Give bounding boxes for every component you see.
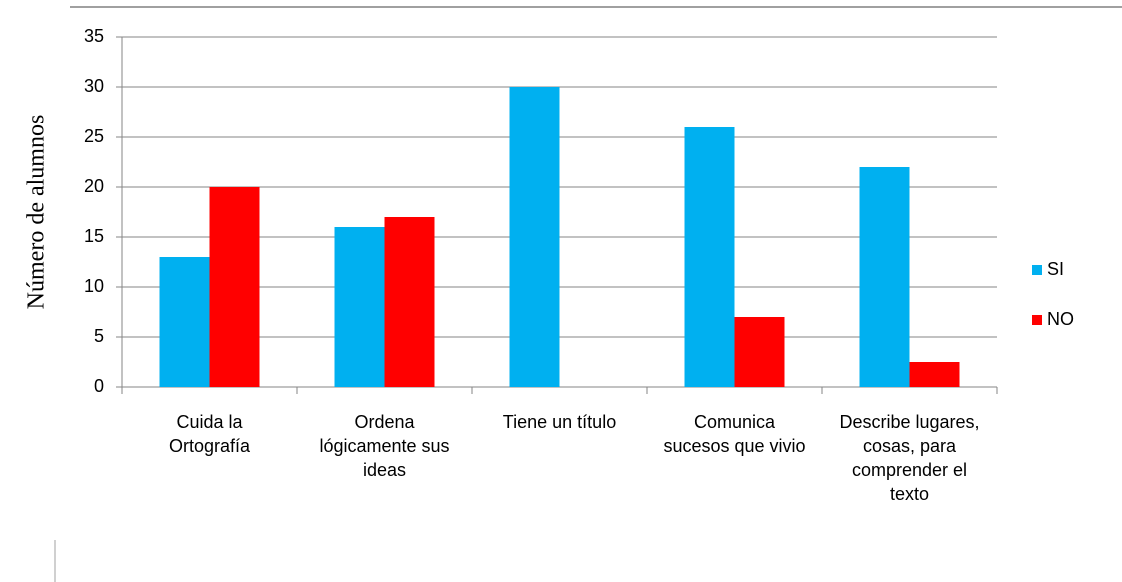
bar bbox=[334, 227, 385, 387]
bar bbox=[384, 217, 435, 387]
x-tick-label: Cuida la Ortografía bbox=[168, 412, 251, 456]
x-tick-label: Describe lugares, cosas, para comprender… bbox=[839, 412, 980, 504]
y-tick-label: 10 bbox=[84, 276, 104, 296]
y-tick-label: 20 bbox=[84, 176, 104, 196]
bar bbox=[159, 257, 210, 387]
y-tick-label: 5 bbox=[94, 326, 104, 346]
y-tick-label: 25 bbox=[84, 126, 104, 146]
bar bbox=[909, 362, 960, 387]
bar bbox=[734, 317, 785, 387]
y-tick-label: 0 bbox=[94, 376, 104, 396]
y-tick-label: 30 bbox=[84, 76, 104, 96]
x-tick-label: Comunica sucesos que vivio bbox=[663, 412, 806, 456]
legend-label: NO bbox=[1047, 309, 1074, 329]
bar bbox=[859, 167, 910, 387]
y-axis-title: Número de alumnos bbox=[24, 115, 50, 310]
bar bbox=[509, 87, 560, 387]
bar bbox=[209, 187, 260, 387]
bar bbox=[684, 127, 735, 387]
y-tick-label: 35 bbox=[84, 26, 104, 46]
legend-label: SI bbox=[1047, 259, 1064, 279]
legend-swatch bbox=[1032, 315, 1042, 325]
legend-swatch bbox=[1032, 265, 1042, 275]
x-tick-label: Ordena lógicamente sus ideas bbox=[319, 412, 450, 480]
y-tick-label: 15 bbox=[84, 226, 104, 246]
x-tick-label: Tiene un título bbox=[502, 412, 617, 432]
